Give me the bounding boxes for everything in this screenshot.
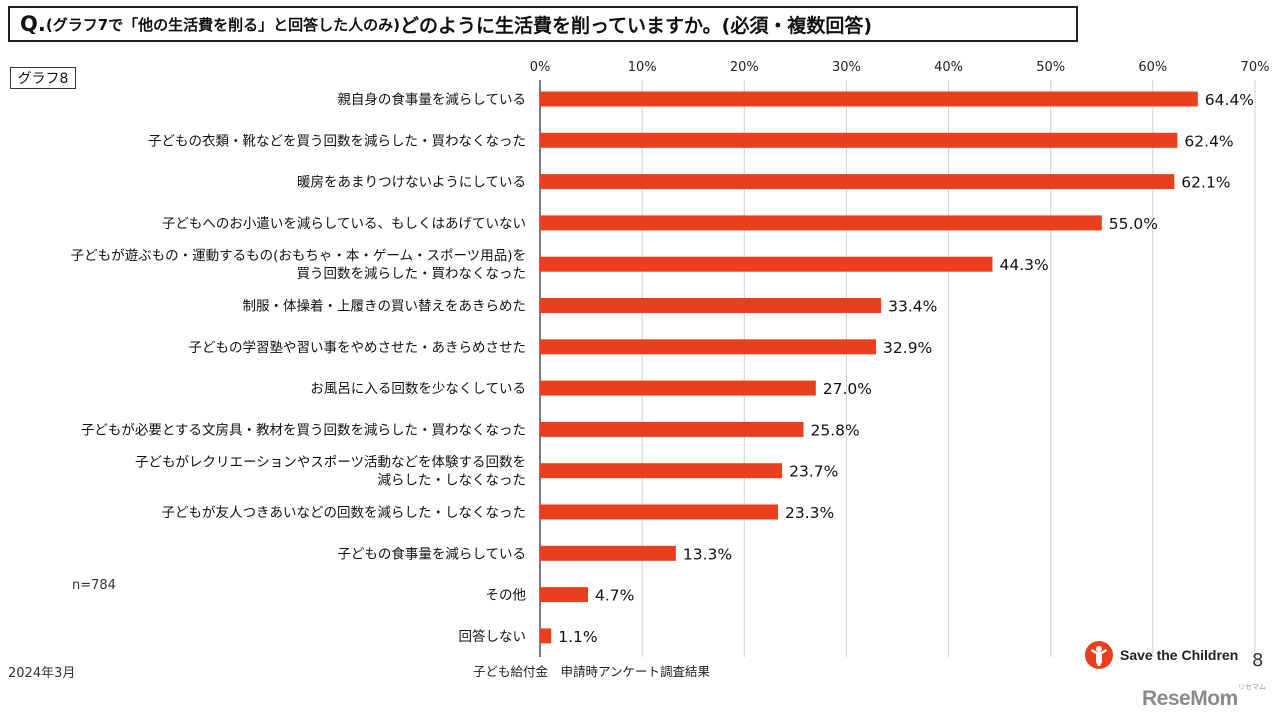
x-tick-label: 30% — [832, 60, 861, 75]
category-label: 回答しない — [459, 628, 527, 645]
category-label: 制服・体操着・上履きの買い替えをあきらめた — [243, 298, 527, 315]
bar — [540, 174, 1175, 190]
category-label: 子どもが遊ぶもの・運動するもの(おもちゃ・本・ゲーム・スポーツ用品)を — [71, 248, 526, 264]
bar — [540, 628, 552, 644]
save-the-children-logo: Save the Children — [1084, 640, 1238, 670]
category-label: 暖房をあまりつけないようにしている — [297, 175, 526, 191]
bar — [540, 545, 676, 561]
category-label: 買う回数を減らした・買わなくなった — [297, 265, 527, 282]
graph-label: グラフ8 — [10, 67, 76, 89]
category-label: 親自身の食事量を減らしている — [337, 91, 526, 108]
resemom-watermark: ReseMom — [1142, 687, 1238, 710]
category-label: 子どもが友人つきあいなどの回数を減らした・しなくなった — [162, 504, 527, 521]
category-label: 子どもが必要とする文房具・教材を買う回数を減らした・買わなくなった — [81, 421, 526, 438]
category-label: お風呂に入る回数を少なくしている — [310, 381, 526, 397]
question-subtitle: (グラフ7で「他の生活費を削る」と回答した人のみ) — [45, 15, 400, 34]
brand-name: Save the Children — [1120, 647, 1239, 663]
category-label: 減らした・しなくなった — [378, 472, 527, 489]
x-tick-label: 70% — [1241, 60, 1270, 75]
bar — [540, 91, 1198, 107]
question-prefix: Q. — [20, 12, 46, 36]
source-note: 子ども給付金 申請時アンケート調査結果 — [473, 664, 711, 679]
save-the-children-icon — [1085, 641, 1113, 669]
bar — [540, 421, 804, 437]
x-tick-label: 60% — [1138, 60, 1167, 75]
bar — [540, 504, 778, 520]
category-label: その他 — [486, 588, 527, 604]
value-label: 27.0% — [823, 380, 872, 398]
value-label: 55.0% — [1109, 215, 1158, 233]
value-label: 62.1% — [1181, 174, 1230, 192]
category-label: 子どもの学習塾や習い事をやめさせた・あきらめさせた — [189, 340, 527, 356]
category-label: 子どもへのお小遣いを減らしている、もしくはあげていない — [162, 215, 526, 232]
x-tick-label: 50% — [1036, 60, 1065, 75]
value-label: 4.7% — [595, 587, 634, 605]
value-label: 25.8% — [811, 421, 860, 439]
value-label: 64.4% — [1205, 91, 1254, 109]
bar — [540, 298, 882, 313]
bar — [540, 587, 589, 603]
category-label: 子どもがレクリエーションやスポーツ活動などを体験する回数を — [135, 455, 526, 471]
x-tick-label: 10% — [628, 60, 657, 75]
x-tick-label: 0% — [530, 60, 551, 75]
bar — [540, 380, 816, 396]
value-label: 1.1% — [558, 628, 597, 646]
category-label: 子どもの食事量を減らしている — [337, 545, 526, 562]
resemom-watermark-sub: リセマム — [1238, 683, 1266, 691]
sample-size-note: n=784 — [72, 578, 116, 593]
page-number: 8 — [1252, 650, 1264, 671]
bar — [540, 339, 877, 355]
bar — [540, 256, 993, 272]
question-title: Q. (グラフ7で「他の生活費を削る」と回答した人のみ) どのように生活費を削っ… — [8, 6, 1078, 42]
value-label: 23.7% — [789, 463, 838, 481]
x-tick-label: 40% — [934, 60, 963, 75]
date-note: 2024年3月 — [8, 666, 76, 681]
bar — [540, 132, 1178, 148]
question-main: どのように生活費を削っていますか。(必須・複数回答) — [400, 14, 873, 37]
value-label: 13.3% — [683, 545, 732, 563]
value-label: 44.3% — [999, 256, 1048, 274]
x-tick-label: 20% — [730, 60, 759, 75]
value-label: 62.4% — [1184, 132, 1233, 150]
bar — [540, 215, 1102, 231]
value-label: 32.9% — [883, 339, 932, 357]
bar — [540, 463, 783, 479]
value-label: 23.3% — [785, 504, 834, 522]
category-label: 子どもの衣類・靴などを買う回数を減らした・買わなくなった — [148, 132, 526, 149]
value-label: 33.4% — [888, 298, 937, 316]
